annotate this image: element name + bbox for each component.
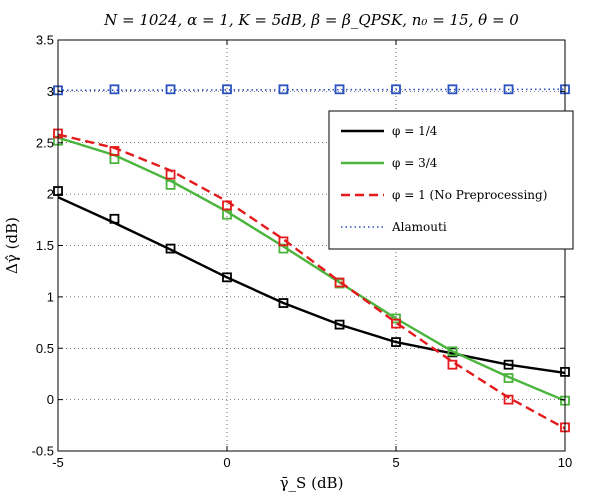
legend-item: φ = 3/4 [341, 156, 438, 170]
series-marker [391, 337, 401, 347]
series-marker [447, 359, 458, 370]
legend: φ = 1/4 φ = 3/4 φ = 1 (No Preprocessing) Al… [328, 110, 574, 250]
y-tick-label: 1.5 [36, 238, 54, 253]
series-line [57, 133, 566, 430]
series-marker [222, 272, 232, 283]
series-marker [109, 213, 120, 224]
series-marker [109, 146, 120, 156]
series-marker [391, 84, 401, 95]
legend-label: φ = 1 (No Preprocessing) [392, 188, 547, 202]
series-marker [278, 236, 289, 247]
grid [58, 40, 565, 451]
legend-label: Alamouti [391, 220, 447, 234]
series-line [57, 136, 566, 402]
y-axis-label: Δγ̂ (dB) [3, 217, 21, 274]
x-tick-label: -5 [52, 455, 64, 470]
y-tick-label: -0.5 [32, 444, 54, 459]
series-marker [503, 84, 514, 95]
legend-label: φ = 3/4 [392, 156, 438, 170]
series-marker [165, 84, 176, 95]
legend-item: φ = 1/4 [341, 124, 438, 138]
y-tick-label: 2 [47, 187, 54, 202]
y-tick-label: 0.5 [36, 341, 54, 356]
series-marker [222, 84, 232, 95]
y-tick-label: 3.5 [36, 33, 54, 48]
series-marker [222, 200, 232, 211]
series-marker [278, 84, 289, 95]
axis-ticks: -5 0 5 10 -0.5 0 0.5 1 1.5 2 2.5 3 3.5 [32, 33, 573, 471]
legend-item: φ = 1 (No Preprocessing) [341, 188, 547, 202]
series-marker [503, 373, 514, 383]
series-marker [334, 84, 345, 95]
x-tick-label: 10 [558, 455, 572, 470]
x-tick-label: 0 [223, 455, 230, 470]
legend-item: Alamouti [341, 220, 447, 234]
series-marker [109, 84, 120, 95]
series-marker [447, 346, 458, 357]
y-tick-label: 2.5 [36, 135, 54, 150]
x-tick-label: 5 [392, 455, 399, 470]
legend-label: φ = 1/4 [392, 124, 438, 138]
series-marker [334, 277, 345, 288]
series-marker [222, 209, 232, 220]
series-marker [165, 179, 176, 190]
y-tick-label: 0 [47, 392, 54, 407]
series-marker [503, 359, 514, 370]
series-line [57, 196, 566, 375]
series-marker [165, 243, 176, 254]
series-marker [334, 319, 345, 330]
series-marker [165, 169, 176, 180]
series-marker [278, 298, 289, 308]
series-2 [53, 128, 570, 433]
series-marker [447, 84, 458, 95]
x-axis-label: γ̄_S (dB) [280, 474, 344, 492]
y-tick-label: 1 [47, 289, 54, 304]
series-marker [503, 394, 514, 405]
legend-box [328, 110, 574, 250]
chart-title: N = 1024, α = 1, K = 5dB, β = β_QPSK, n₀… [103, 11, 519, 29]
series-marker [391, 318, 401, 329]
y-tick-label: 3 [47, 84, 54, 99]
